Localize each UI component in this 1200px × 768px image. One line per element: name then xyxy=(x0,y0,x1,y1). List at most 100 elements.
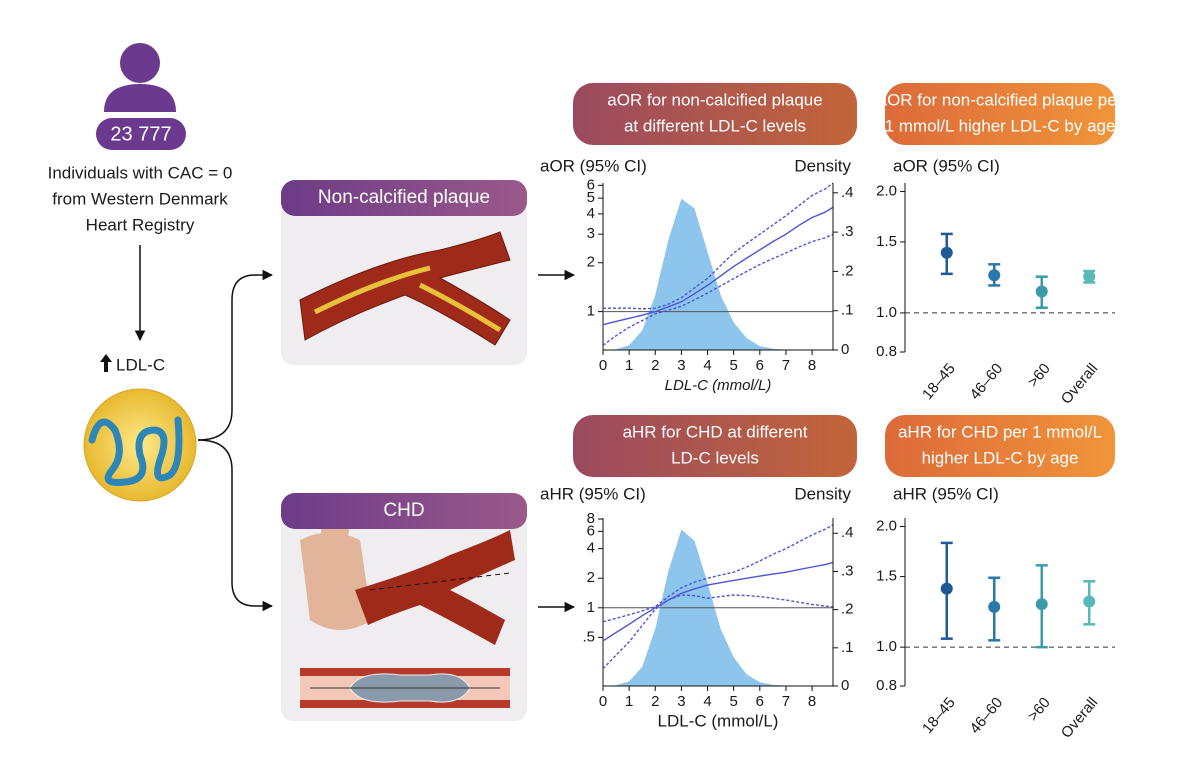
y-tick-label: 8 xyxy=(587,510,595,527)
cohort-description: Individuals with CAC = 0 xyxy=(48,163,233,182)
ci-line xyxy=(603,182,834,310)
y2-tick-label: .1 xyxy=(841,302,854,319)
chart-title: at different LDL-C levels xyxy=(624,116,806,135)
y2-tick-label: .4 xyxy=(841,184,854,201)
density-area xyxy=(603,198,833,350)
y-tick-label: 6 xyxy=(587,522,595,539)
y-tick-label: 1.5 xyxy=(876,568,897,585)
y2-tick-label: .1 xyxy=(841,639,854,656)
y-tick-label: 1 xyxy=(587,303,595,320)
point-estimate xyxy=(1083,270,1096,283)
x-tick-label: 2 xyxy=(651,693,659,710)
x-tick-label: >60 xyxy=(1024,694,1053,724)
x-axis-title: LDL-C (mmol/L) xyxy=(658,711,779,730)
x-tick-label: Overall xyxy=(1058,360,1102,407)
y-tick-label: 2 xyxy=(587,254,595,271)
y-tick-label: 3 xyxy=(587,225,595,242)
y2-axis-title: Density xyxy=(794,484,851,503)
y-tick-label: 1.0 xyxy=(876,304,897,321)
y-tick-label: 2.0 xyxy=(876,517,897,534)
y2-tick-label: .3 xyxy=(841,562,854,579)
ci-line xyxy=(602,524,834,623)
y2-tick-label: 0 xyxy=(841,341,849,358)
x-tick-label: >60 xyxy=(1024,360,1053,390)
x-tick-label: 5 xyxy=(730,693,738,710)
outcome-pill xyxy=(281,180,527,216)
x-tick-label: 7 xyxy=(782,357,790,374)
y-axis-title: aHR (95% CI) xyxy=(893,484,999,503)
point-estimate xyxy=(940,246,953,259)
x-tick-label: 3 xyxy=(677,693,685,710)
y2-tick-label: .3 xyxy=(841,223,854,240)
point-estimate xyxy=(940,582,953,595)
point-estimate xyxy=(988,600,1001,613)
density-area xyxy=(603,529,833,686)
y-tick-label: 0.8 xyxy=(876,343,897,360)
x-tick-label: 4 xyxy=(703,357,711,374)
x-tick-label: 8 xyxy=(808,693,816,710)
y2-tick-label: .2 xyxy=(841,262,854,279)
y-axis-title: aOR (95% CI) xyxy=(540,156,647,175)
ci-line xyxy=(602,233,834,346)
x-tick-label: 5 xyxy=(730,357,738,374)
x-tick-label: 46–60 xyxy=(967,360,1007,403)
chart-title: LD-C levels xyxy=(671,448,759,467)
y-tick-label: 1 xyxy=(587,599,595,616)
x-tick-label: 18–45 xyxy=(919,360,959,403)
title-pill xyxy=(885,415,1115,477)
y-tick-label: 0.8 xyxy=(876,677,897,694)
x-tick-label: 1 xyxy=(625,357,633,374)
chart-title: aOR for non-calcified plaque per xyxy=(878,90,1123,109)
x-axis-title: LDL-C (mmol/L) xyxy=(665,377,772,394)
chd-illustration xyxy=(300,516,515,708)
y-tick-label: 4 xyxy=(587,540,595,557)
point-estimate xyxy=(1083,595,1096,608)
x-tick-label: 1 xyxy=(625,693,633,710)
outcome-label: Non-calcified plaque xyxy=(318,187,490,208)
y-tick-label: 1.0 xyxy=(876,638,897,655)
y-tick-label: 1.5 xyxy=(876,233,897,250)
up-arrow xyxy=(100,354,112,372)
y-axis-title: aHR (95% CI) xyxy=(540,484,646,503)
x-tick-label: 6 xyxy=(756,693,764,710)
lipoprotein-illustration xyxy=(83,388,197,502)
person-icon xyxy=(104,43,176,112)
branch-arrow xyxy=(197,269,274,441)
y-tick-label: .5 xyxy=(582,628,595,645)
x-tick-label: Overall xyxy=(1058,694,1102,741)
y-tick-label: 2 xyxy=(587,569,595,586)
title-pill xyxy=(885,83,1115,145)
x-tick-label: 2 xyxy=(651,357,659,374)
y-axis-title: aOR (95% CI) xyxy=(893,156,1000,175)
x-tick-label: 18–45 xyxy=(919,694,959,737)
chart-title: 1 mmol/L higher LDL-C by age xyxy=(885,116,1116,135)
chart-title: higher LDL-C by age xyxy=(922,448,1079,467)
y-tick-label: 5 xyxy=(587,189,595,206)
estimate-line xyxy=(602,561,834,642)
y2-tick-label: .2 xyxy=(841,601,854,618)
chart-title: aHR for CHD per 1 mmol/L xyxy=(898,422,1102,441)
x-tick-label: 4 xyxy=(703,693,711,710)
title-pill xyxy=(573,415,857,477)
point-estimate xyxy=(1035,285,1048,298)
y-tick-label: 6 xyxy=(587,176,595,193)
y2-tick-label: .4 xyxy=(841,524,854,541)
x-tick-label: 6 xyxy=(756,357,764,374)
y-tick-label: 2.0 xyxy=(876,183,897,200)
point-estimate xyxy=(1035,598,1048,611)
count-pill xyxy=(96,118,186,150)
estimate-line xyxy=(602,206,834,326)
cohort-description: from Western Denmark xyxy=(52,189,228,208)
exposure-label: LDL-C xyxy=(116,355,165,374)
x-tick-label: 7 xyxy=(782,693,790,710)
artery-illustration xyxy=(299,231,511,346)
y2-axis-title: Density xyxy=(794,156,851,175)
chart-title: aHR for CHD at different xyxy=(623,422,808,441)
branch-arrow xyxy=(197,439,274,612)
x-tick-label: 8 xyxy=(808,357,816,374)
cohort-description: Heart Registry xyxy=(86,215,195,234)
point-estimate xyxy=(988,269,1001,282)
outcome-label: CHD xyxy=(383,500,424,521)
y2-tick-label: 0 xyxy=(841,677,849,694)
